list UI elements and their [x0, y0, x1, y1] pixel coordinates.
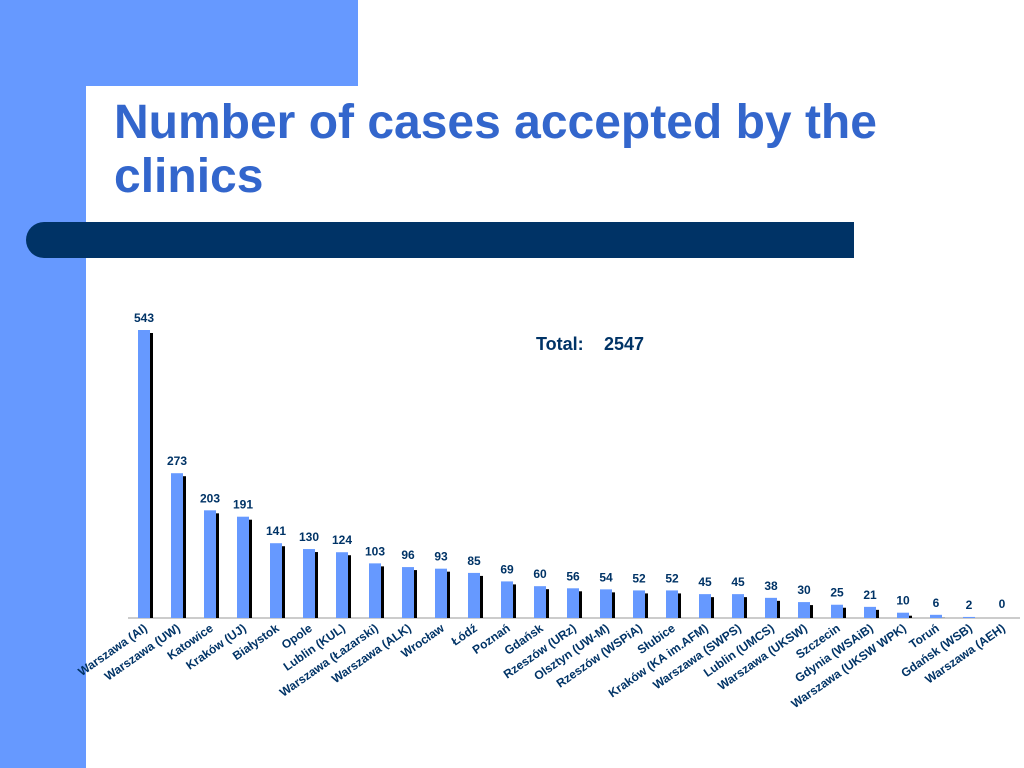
bar-d: [468, 572, 480, 618]
side-color-band: [0, 0, 86, 768]
value-label-toru: 6: [933, 596, 940, 610]
value-label-warszawa-swps: 45: [731, 575, 745, 589]
bar-gdynia-wsaib: [864, 606, 876, 618]
top-color-block: [0, 0, 358, 86]
bar-rzesz-w-wspia: [633, 590, 645, 618]
value-label-krak-w-uj: 191: [233, 498, 253, 512]
value-label-gdynia-wsaib: 21: [863, 588, 877, 602]
value-label-warszawa-uksw-wpk: 10: [896, 594, 910, 608]
total-label: Total:: [536, 334, 584, 354]
value-label-warszawa-azarski: 103: [365, 544, 385, 558]
value-label-wroc-aw: 93: [434, 550, 448, 564]
bar-opole: [303, 549, 315, 618]
value-label-rzesz-w-wspia: 52: [632, 571, 646, 585]
value-label-warszawa-aeh: 0: [999, 597, 1006, 611]
value-label-lublin-kul: 124: [332, 533, 352, 547]
bar-olsztyn-uw-m: [600, 589, 612, 618]
value-label-opole: 130: [299, 530, 319, 544]
bar-krak-w-uj: [237, 516, 249, 618]
bar-warszawa-uksw: [798, 602, 810, 618]
bar-wroc-aw: [435, 568, 447, 618]
bar-rzesz-w-urz: [567, 588, 579, 618]
value-label-warszawa-alk: 96: [401, 548, 415, 562]
bars-group: [138, 330, 975, 618]
value-label-lublin-umcs: 38: [764, 579, 778, 593]
value-label-katowice: 203: [200, 491, 220, 505]
value-label-krak-w-ka-im-afm: 45: [698, 575, 712, 589]
value-label-d: 85: [467, 554, 481, 568]
bar-toru: [930, 614, 942, 618]
bar-s-ubice: [666, 590, 678, 618]
value-label-warszawa-uksw: 30: [797, 583, 811, 597]
bar-warszawa-uksw-wpk: [897, 612, 909, 618]
title-divider-bar: [26, 222, 854, 258]
bar-gda-sk: [534, 586, 546, 618]
bar-warszawa-alk: [402, 567, 414, 618]
value-label-szczecin: 25: [830, 586, 844, 600]
bar-gda-sk-wsb: [963, 616, 975, 618]
bar-szczecin: [831, 604, 843, 618]
category-labels-group: Warszawa (AI)Warszawa (UW)KatowiceKraków…: [75, 621, 1007, 711]
bar-lublin-kul: [336, 552, 348, 618]
value-label-warszawa-uw: 273: [167, 454, 187, 468]
bar-warszawa-ai: [138, 330, 150, 618]
value-label-bia-ystok: 141: [266, 524, 286, 538]
bar-pozna: [501, 581, 513, 618]
value-label-gda-sk: 60: [533, 567, 547, 581]
bar-warszawa-uw: [171, 473, 183, 618]
slide-title: Number of cases accepted by the clinics: [114, 96, 877, 203]
value-label-olsztyn-uw-m: 54: [599, 570, 613, 584]
bar-warszawa-azarski: [369, 563, 381, 618]
value-label-warszawa-ai: 543: [134, 311, 154, 325]
content-card: [86, 86, 1024, 768]
value-label-rzesz-w-urz: 56: [566, 569, 580, 583]
value-label-gda-sk-wsb: 2: [966, 598, 973, 612]
value-label-s-ubice: 52: [665, 571, 679, 585]
bar-krak-w-ka-im-afm: [699, 594, 711, 618]
bar-lublin-umcs: [765, 597, 777, 618]
bar-katowice: [204, 510, 216, 618]
total-value: 2547: [604, 334, 644, 354]
bar-bia-ystok: [270, 543, 282, 618]
bar-warszawa-swps: [732, 594, 744, 618]
value-label-pozna: 69: [500, 562, 514, 576]
